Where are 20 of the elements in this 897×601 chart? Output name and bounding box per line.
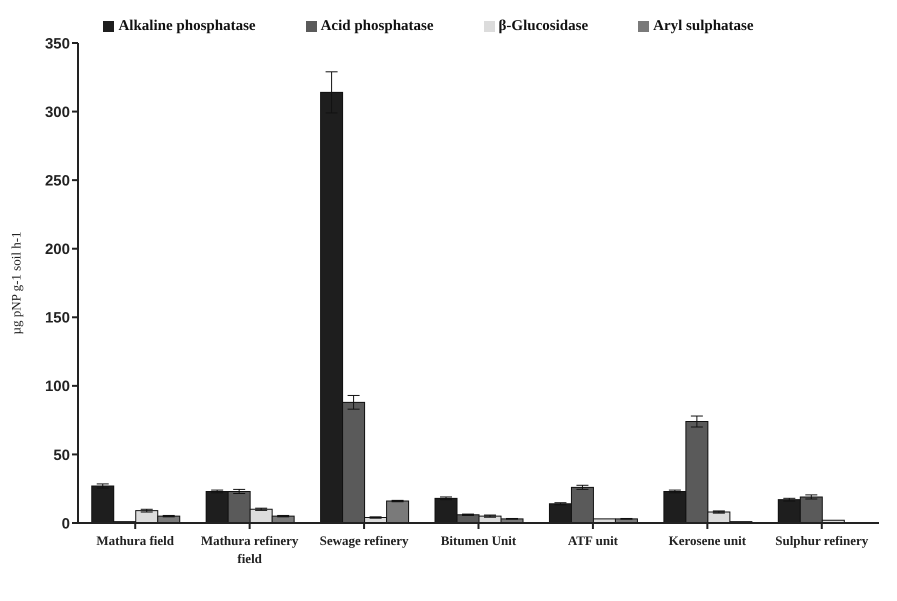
x-tick-label: Sulphur refinery xyxy=(775,533,869,548)
y-tick-label: 0 xyxy=(62,515,70,532)
y-axis-title: µg pNP g-1 soil h-1 xyxy=(8,231,24,335)
legend-label: Acid phosphatase xyxy=(320,18,434,34)
y-tick-label: 150 xyxy=(44,310,70,327)
x-tick-label: Sewage refinery xyxy=(320,533,410,548)
y-tick-label: 50 xyxy=(53,446,70,464)
legend-label: β-Glucosidase xyxy=(498,18,588,34)
y-tick-label: 350 xyxy=(44,35,70,52)
y-tick-label: 100 xyxy=(44,378,70,396)
x-tick-label: Bitumen Unit xyxy=(440,533,517,548)
y-tick-label: 300 xyxy=(44,104,70,121)
y-tick-label: 200 xyxy=(44,241,70,258)
legend-label: Aryl sulphatase xyxy=(653,18,754,34)
y-tick-label: 250 xyxy=(44,172,70,190)
x-tick-label: ATF unit xyxy=(568,533,619,548)
x-tick-label: Mathura refinery field xyxy=(200,533,299,566)
legend-label: Alkaline phosphatase xyxy=(118,18,256,34)
x-tick-label: Mathura field xyxy=(96,533,175,548)
x-tick-label: Kerosene unit xyxy=(668,533,747,548)
